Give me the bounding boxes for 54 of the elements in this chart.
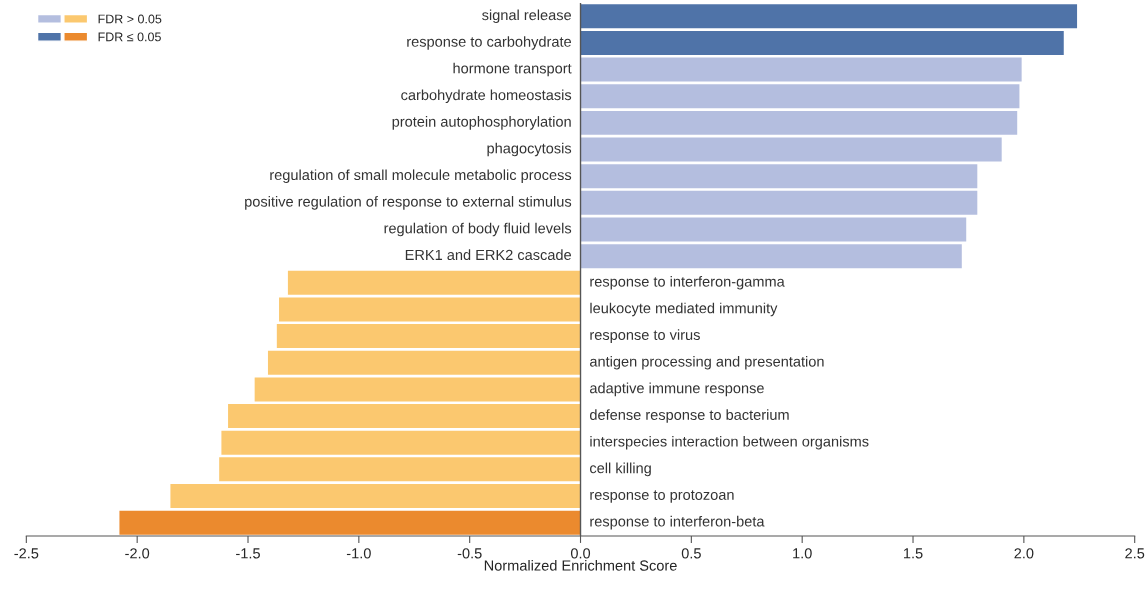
y-tick-label: leukocyte mediated immunity (590, 302, 778, 317)
x-tick-label: -1.0 (346, 548, 371, 559)
bar (228, 404, 581, 429)
x-axis-title: Normalized Enrichment Score (484, 559, 677, 571)
y-tick-label: response to protozoan (590, 490, 734, 503)
y-tick-label: phagocytosis (487, 142, 572, 157)
x-tick-label: 1.0 (793, 548, 812, 559)
bar (287, 270, 581, 295)
bar (580, 84, 1020, 109)
x-tick-label: -0.5 (457, 548, 482, 559)
bar (580, 244, 962, 269)
bar (580, 30, 1064, 55)
y-tick-label: antigen processing and presentation (590, 355, 824, 370)
bar (580, 4, 1078, 29)
bar (170, 484, 581, 509)
x-tick-label: 0.5 (681, 548, 701, 559)
legend-label: FDR ≤ 0.05 (98, 32, 161, 42)
y-tick-label: ERK1 and ERK2 cascade (405, 249, 572, 261)
y-tick-label: signal release (482, 9, 572, 24)
bar (254, 377, 581, 402)
x-tick-label: 1.5 (904, 548, 923, 559)
y-tick-label: cell killing (590, 462, 651, 477)
y-tick-label: response to interferon-beta (590, 515, 765, 530)
bar (219, 457, 581, 482)
bar (580, 190, 978, 215)
bar (221, 430, 581, 455)
y-tick-label: response to carbohydrate (407, 36, 572, 50)
bar (580, 137, 1002, 162)
y-tick-label: interspecies interaction between organisms (590, 435, 869, 450)
y-tick-label: protein autophosphorylation (392, 116, 571, 130)
x-tick-label: -2.0 (125, 548, 150, 559)
bar (267, 350, 581, 375)
x-tick-label: 2.0 (1014, 548, 1034, 559)
x-tick-label: 0.0 (570, 548, 591, 559)
bar (580, 217, 967, 242)
legend-label: FDR > 0.05 (98, 14, 162, 24)
y-tick-label: carbohydrate homeostasis (401, 89, 572, 104)
x-tick-label: -2.5 (14, 548, 39, 559)
y-tick-label: response to interferon-gamma (590, 276, 785, 290)
bar (580, 57, 1022, 82)
y-tick-label: regulation of body fluid levels (384, 222, 572, 237)
bar (276, 324, 581, 349)
bar (119, 510, 581, 535)
y-tick-label: hormone transport (453, 62, 572, 77)
bar (279, 297, 581, 322)
x-tick-label: 2.5 (1125, 548, 1145, 559)
x-tick-label: -1.5 (236, 548, 260, 559)
bar (580, 164, 978, 189)
y-tick-label: positive regulation of response to external stimulus (245, 196, 572, 210)
y-tick-label: defense response to bacterium (589, 409, 789, 423)
y-tick-label: response to virus (590, 329, 700, 343)
y-tick-label: regulation of small molecule metabolic process (270, 169, 572, 183)
bar (580, 110, 1018, 135)
y-tick-label: adaptive immune response (590, 382, 764, 397)
